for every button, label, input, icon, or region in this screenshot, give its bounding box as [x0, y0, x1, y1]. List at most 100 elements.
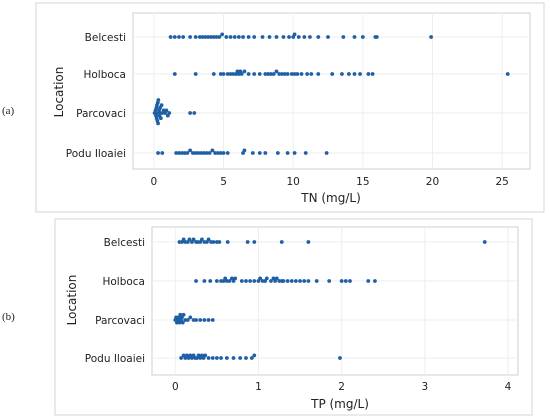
panel-b-x-ticks: 0 1 2 3 4	[172, 381, 512, 393]
panel-b-data-point	[227, 279, 232, 283]
panel-a-data-point	[292, 72, 297, 76]
panel-a-data-point	[360, 35, 365, 39]
panel-a-data-point	[326, 35, 330, 39]
panel-b-data-point	[274, 276, 279, 281]
panel-b-data-point	[269, 279, 273, 283]
panel-b-data-point	[233, 276, 238, 281]
panel-a-data-point	[224, 35, 229, 39]
panel-b-data-point	[198, 318, 203, 322]
panel-b-data-point	[188, 315, 193, 320]
panel-a-data-point	[159, 103, 164, 108]
panel-a-data-point	[188, 148, 193, 153]
panel-a-data-point	[374, 35, 379, 39]
panel-a-data-point	[209, 35, 213, 39]
panel-a-data-point	[228, 72, 233, 76]
panel-a-data-point	[316, 72, 321, 76]
panel-a-data-point	[214, 35, 219, 39]
panel-a-x-axis-title: TN (mg/L)	[300, 191, 361, 205]
panel-b-data-point	[306, 240, 311, 244]
panel-b-data-point	[343, 279, 348, 283]
panel-a-data-point	[267, 35, 272, 39]
panel-a-data-point	[366, 72, 371, 76]
panel-a-data-point	[505, 72, 510, 76]
panel-a-data-point	[370, 72, 375, 76]
panel-b-data-point	[279, 240, 284, 244]
panel-a-data-point	[309, 72, 314, 76]
panel-b-category-labels: Belcesti Holboca Parcovaci Podu Iloaiei	[85, 237, 145, 365]
panel-a-data-point	[274, 35, 279, 39]
panel-b-data-point	[194, 318, 198, 322]
panel-a-data-point	[179, 151, 184, 155]
panel-b-data-point	[217, 240, 222, 244]
panel-b-data-point	[211, 240, 216, 244]
panel-b-data-point	[249, 356, 254, 360]
panel-a-data-point	[281, 35, 286, 39]
panel-a-data-point	[292, 151, 297, 155]
panel-b-data-point	[258, 276, 263, 281]
panel-a-data-point	[156, 121, 160, 126]
panel-b-x-tick-label: 2	[338, 381, 345, 393]
panel-a-category-labels: Belcesti Holboca Parcovaci Podu Iloaiei	[66, 32, 126, 160]
panel-b-x-tick-label: 3	[421, 381, 428, 393]
panel-a-data-point	[296, 35, 301, 39]
panel-a-data-point	[210, 148, 215, 153]
panel-a-data-point	[156, 151, 160, 155]
panel-a-data-point	[308, 35, 312, 39]
panel-a-data-point	[242, 69, 247, 74]
panel-a-data-point	[285, 72, 290, 76]
panel-b-data-point	[202, 279, 207, 283]
panel-a-data-point	[302, 35, 307, 39]
panel-a-plot-area	[132, 12, 531, 170]
panel-a-data-point	[316, 35, 321, 39]
panel-a-data-point	[292, 32, 297, 37]
panel-a-data-point	[274, 69, 279, 74]
panel-a-data-point	[299, 72, 304, 76]
panel-a-data-point	[220, 32, 225, 37]
panel-a-data-point	[287, 35, 291, 39]
panel-a-data-point	[199, 151, 204, 155]
panel-a-data-point	[250, 151, 255, 155]
panel-a-data-point	[206, 35, 211, 39]
panel-a-data-point	[172, 35, 177, 39]
panel-a-data-point	[217, 35, 222, 39]
panel-b-data-point	[314, 279, 319, 283]
panel-b-data-point	[264, 276, 269, 281]
panel-b-data-point	[338, 356, 342, 360]
panel-b-data-point	[185, 318, 190, 322]
panel-a-data-point	[263, 72, 268, 76]
panel-b-data-point	[244, 279, 248, 283]
panel-a-x-tick-label: 0	[151, 176, 158, 188]
panel-a-data-point	[218, 72, 223, 76]
panel-a-data-point	[213, 151, 218, 155]
panel-a-data-point	[263, 151, 268, 155]
panel-a-x-tick-label: 20	[426, 176, 439, 188]
panel-b-points	[173, 237, 487, 360]
panel-a-x-tick-label: 10	[287, 176, 300, 188]
panel-a-data-point	[305, 72, 310, 76]
panel-a-data-point	[285, 151, 290, 155]
panel-a-data-point	[266, 72, 271, 76]
chart-panel-a: (a) 0 5 10 15 20 25 Belcesti Holboca Parcovaci P…	[2, 2, 545, 213]
panel-a-data-point	[197, 35, 202, 39]
panel-a-data-point	[203, 35, 208, 39]
panel-a-data-point	[303, 151, 308, 155]
panel-a-label: (a)	[2, 105, 15, 117]
panel-a-data-point	[168, 35, 173, 39]
panel-a-data-point	[172, 72, 177, 76]
panel-a-data-point	[193, 35, 198, 39]
panel-b-data-point	[203, 353, 208, 358]
chart-panel-b: (b) 0 1 2 3 4 Belcesti Holboca Parcovaci Podu I…	[2, 218, 533, 416]
panel-b-data-point	[252, 279, 257, 283]
panel-a-data-point	[167, 111, 172, 115]
panel-a-data-point	[221, 72, 226, 76]
panel-a-data-point	[193, 72, 198, 76]
panel-b-data-point	[348, 279, 352, 283]
panel-a-data-point	[174, 151, 179, 155]
panel-b-data-point	[252, 240, 257, 244]
panel-a-data-point	[347, 72, 351, 76]
panel-b-data-point	[191, 237, 196, 242]
panel-a-data-point	[242, 148, 247, 153]
panel-b-data-point	[214, 279, 219, 283]
panel-b-data-point	[194, 279, 198, 283]
panel-b-data-point	[210, 318, 215, 322]
